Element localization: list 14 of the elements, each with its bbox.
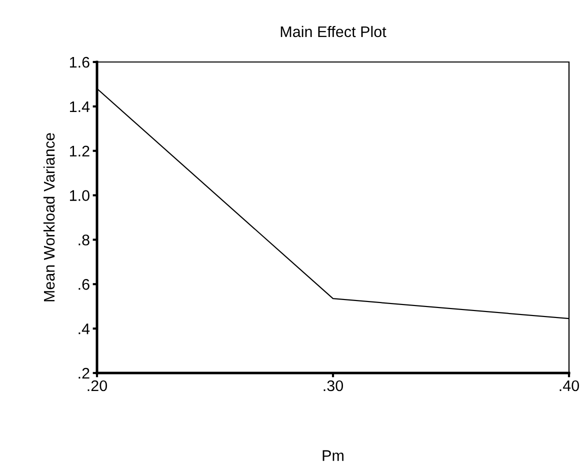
chart-title: Main Effect Plot (280, 26, 386, 38)
x-tick-label: .40 (560, 380, 580, 392)
x-tick-label: .30 (324, 380, 344, 392)
y-tick-label: .2 (78, 368, 90, 379)
y-tick-label: 1.2 (70, 146, 90, 156)
x-tick-label: .20 (88, 380, 108, 392)
x-axis-title: Pm (322, 450, 344, 461)
y-tick-label: .8 (78, 234, 90, 246)
y-tick-label: 1.6 (70, 56, 90, 68)
y-tick-label: .6 (78, 279, 90, 290)
y-tick-label: .4 (78, 324, 90, 334)
y-axis-title: Mean Workload Variance (43, 133, 55, 302)
y-tick-label: 1.4 (70, 101, 90, 112)
y-tick-label: 1.0 (70, 190, 90, 201)
